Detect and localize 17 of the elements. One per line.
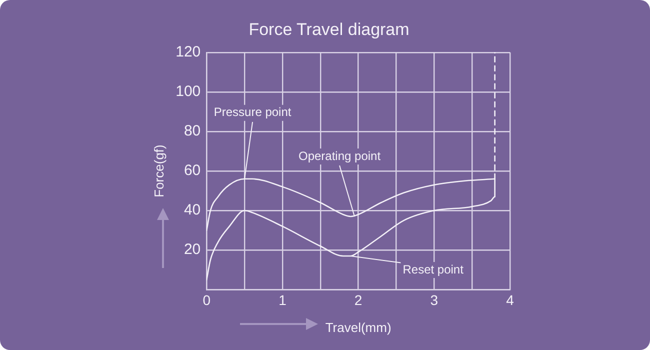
y-tick-label: 20 (184, 241, 201, 258)
annotation: Reset point (402, 262, 464, 276)
y-tick-label: 60 (184, 162, 201, 180)
y-tick-label: 100 (176, 83, 201, 100)
y-tick-label: 120 (176, 44, 201, 61)
y-tick-label: 40 (184, 202, 201, 219)
chart-title: Force Travel diagram (248, 20, 410, 39)
y-axis-title: Force(gf) (151, 144, 166, 198)
y-tick-label: 80 (184, 122, 201, 140)
x-axis-title: Travel(mm) (325, 320, 392, 335)
x-tick-label: 2 (354, 292, 362, 308)
annotation: Pressure point (214, 105, 292, 120)
annotation: Operating point (298, 148, 382, 163)
x-tick-label: 4 (506, 292, 514, 308)
x-tick-label: 0 (202, 292, 211, 308)
x-tick-label: 1 (278, 292, 287, 308)
x-tick-label: 3 (430, 292, 438, 308)
